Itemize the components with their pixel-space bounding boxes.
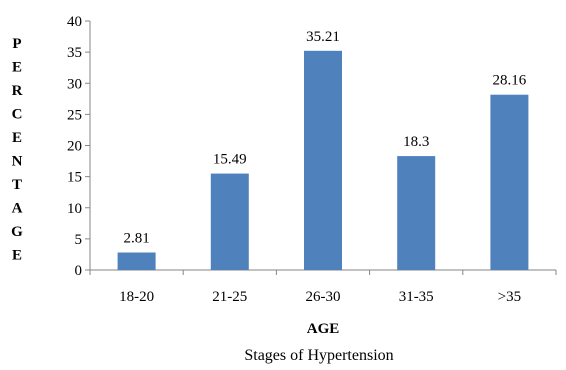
x-tick-label-2: 26-30 bbox=[306, 289, 341, 305]
x-tick-label-3: 31-35 bbox=[399, 289, 434, 305]
y-axis-title-letter: E bbox=[12, 60, 22, 76]
y-axis-title-letter: R bbox=[12, 83, 23, 99]
bar-4 bbox=[490, 94, 529, 270]
y-tick-label: 35 bbox=[67, 45, 82, 61]
bars bbox=[117, 50, 529, 270]
x-tick-label-4: >35 bbox=[498, 289, 521, 305]
y-tick-label: 5 bbox=[75, 232, 83, 248]
y-tick-label: 40 bbox=[67, 14, 82, 30]
y-axis-title-letter: C bbox=[12, 107, 23, 123]
data-label-1: 15.49 bbox=[213, 152, 247, 168]
y-tick-label: 30 bbox=[67, 76, 82, 92]
data-label-4: 28.16 bbox=[493, 73, 527, 89]
bar-2 bbox=[304, 50, 342, 270]
y-tick-label: 25 bbox=[67, 107, 82, 123]
y-axis-title-letter: E bbox=[12, 248, 22, 264]
bar-1 bbox=[210, 173, 249, 270]
data-labels: 2.81 15.49 35.21 18.3 28.16 bbox=[123, 29, 526, 247]
y-tick-label: 0 bbox=[75, 263, 83, 279]
data-label-0: 2.81 bbox=[123, 231, 149, 247]
y-axis-title-letter: P bbox=[12, 36, 21, 52]
y-axis-title-letter: A bbox=[12, 201, 23, 217]
y-tick-label: 15 bbox=[67, 170, 82, 186]
data-label-2: 35.21 bbox=[306, 29, 340, 45]
y-axis-title-letter: E bbox=[12, 130, 22, 146]
data-label-3: 18.3 bbox=[403, 134, 429, 150]
bar-0 bbox=[117, 252, 156, 270]
chart-caption: Stages of Hypertension bbox=[244, 347, 393, 364]
bar-3 bbox=[397, 156, 436, 270]
y-tick-label: 20 bbox=[67, 139, 82, 155]
y-axis-ticks: 0 5 10 15 20 25 30 35 40 bbox=[67, 14, 90, 279]
x-axis-title: AGE bbox=[307, 321, 340, 337]
y-axis-title-letter: G bbox=[11, 224, 23, 240]
y-axis-title-letter: N bbox=[12, 154, 23, 170]
y-axis-title-letter: T bbox=[12, 177, 22, 193]
y-tick-label: 10 bbox=[67, 201, 82, 217]
x-tick-label-1: 21-25 bbox=[212, 289, 247, 305]
x-tick-label-0: 18-20 bbox=[119, 289, 154, 305]
x-axis-ticks: 18-20 21-25 26-30 31-35 >35 bbox=[89, 270, 557, 305]
